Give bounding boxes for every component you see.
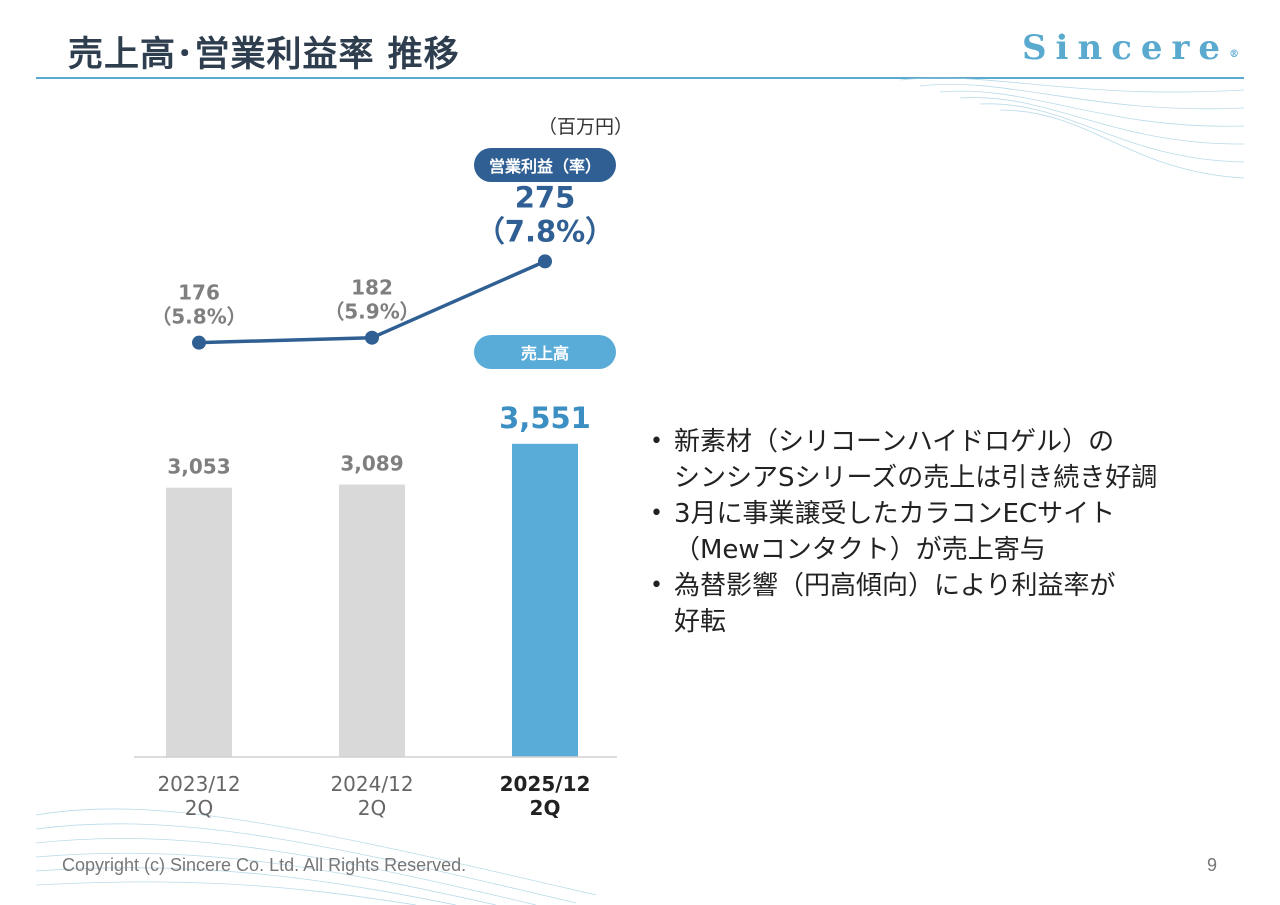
sales-value-label: 3,551 <box>499 401 591 435</box>
operating-profit-value-label: 182 <box>351 276 393 300</box>
x-tick-label: 2025/12 <box>500 772 591 796</box>
sales-bar <box>339 484 405 757</box>
bullet-line: 好転 <box>674 607 727 637</box>
bullet-line: 新素材（シリコーンハイドロゲル）の <box>674 427 1115 457</box>
operating-profit-rate-label: （7.8%） <box>476 214 614 248</box>
unit-label: （百万円） <box>538 116 634 138</box>
sales-bar <box>166 487 232 757</box>
x-tick-sublabel: 2Q <box>530 796 561 820</box>
sales-value-label: 3,053 <box>167 455 230 479</box>
x-tick-sublabel: 2Q <box>185 796 213 820</box>
copyright: Copyright (c) Sincere Co. Ltd. All Right… <box>62 855 467 875</box>
operating-profit-value-label: 275 <box>515 180 576 214</box>
operating-profit-point <box>538 254 552 269</box>
x-tick-sublabel: 2Q <box>358 796 386 820</box>
bullet-list: 新素材（シリコーンハイドロゲル）のシンシアSシリーズの売上は引き続き好調3月に事… <box>648 424 1208 640</box>
x-tick-label: 2023/12 <box>157 772 240 796</box>
registered-mark: ® <box>1229 49 1240 60</box>
brand-name: Sincere <box>1022 28 1230 68</box>
operating-profit-rate-label: （5.8%） <box>151 305 246 329</box>
bullet-item: 3月に事業譲受したカラコンECサイト （Mewコンタクト）が売上寄与 <box>648 496 1208 568</box>
operating-profit-rate-label: （5.9%） <box>324 300 419 324</box>
brand-logo: Sincere® <box>1022 28 1239 68</box>
bullet-line: （Mewコンタクト）が売上寄与 <box>674 535 1046 565</box>
sales-legend: 売上高 <box>474 335 616 369</box>
operating-profit-point <box>365 330 379 345</box>
sales-value-label: 3,089 <box>340 452 403 476</box>
sales-bar <box>512 443 578 757</box>
operating-profit-legend: 営業利益（率） <box>474 148 616 182</box>
bullet-line: シンシアSシリーズの売上は引き続き好調 <box>674 463 1158 493</box>
bullet-line: 為替影響（円高傾向）により利益率が <box>674 571 1116 601</box>
bullet-line: 3月に事業譲受したカラコンECサイト <box>674 499 1116 529</box>
x-tick-label: 2024/12 <box>330 772 413 796</box>
operating-profit-value-label: 176 <box>178 281 220 305</box>
header-divider <box>36 77 1244 79</box>
operating-profit-point <box>192 335 206 350</box>
page-title: 売上高･営業利益率 推移 <box>68 35 460 75</box>
page-number: 9 <box>1207 855 1218 875</box>
